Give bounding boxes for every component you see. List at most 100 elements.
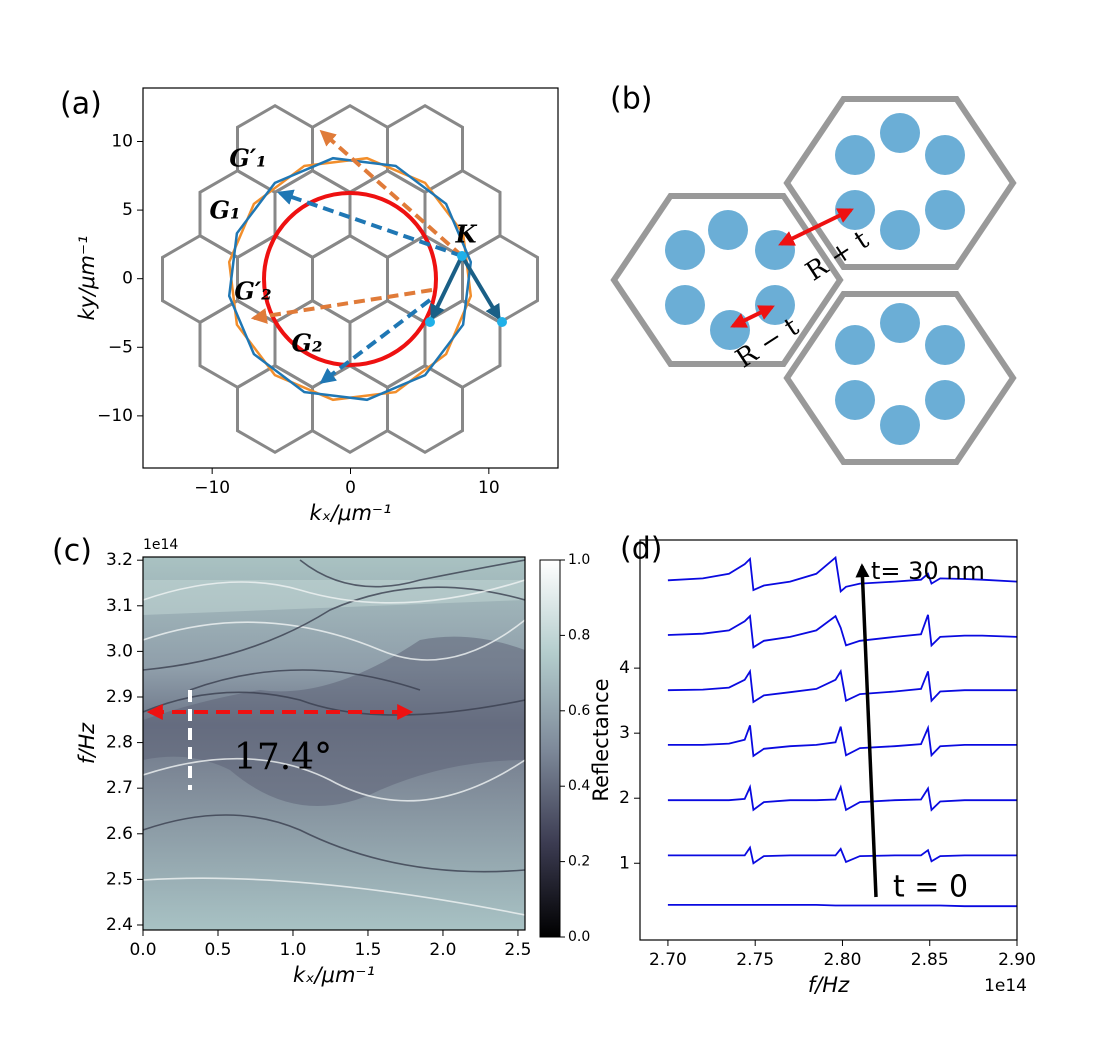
y-tick-label: 4 xyxy=(619,658,630,678)
arrow xyxy=(730,305,775,328)
hexagon xyxy=(311,233,389,325)
x-tick-label: 0.5 xyxy=(204,940,231,960)
offset-label: 1e14 xyxy=(143,537,178,553)
panel-label: (b) xyxy=(610,82,652,117)
y-tick-label: 1 xyxy=(619,853,630,873)
arrow xyxy=(430,255,464,321)
rod xyxy=(755,230,795,270)
x-tick-label: 0 xyxy=(345,478,356,498)
panel-label: (a) xyxy=(60,87,102,122)
band-curve xyxy=(143,877,525,916)
arrow xyxy=(460,254,501,321)
y-axis-label: Reflectance xyxy=(589,678,613,801)
shade xyxy=(143,636,525,806)
arrow xyxy=(319,129,464,258)
rod xyxy=(880,405,920,445)
circle xyxy=(262,191,438,367)
annotation: G′₁ xyxy=(229,144,266,173)
annotation: t = 0 xyxy=(893,870,968,905)
panel-label: (d) xyxy=(620,532,662,567)
series-line xyxy=(667,904,1017,908)
y-tick-label: 3.0 xyxy=(106,641,133,661)
band-curve xyxy=(143,757,525,802)
x-tick-label: −10 xyxy=(194,478,230,498)
series-line xyxy=(667,614,1018,649)
colorbar-tick-label: 0.0 xyxy=(568,929,590,945)
rod xyxy=(925,190,965,230)
x-axis-label: f/Hz xyxy=(808,973,850,997)
annotation: 17.4° xyxy=(234,737,332,778)
rod xyxy=(835,190,875,230)
arrow xyxy=(319,298,432,384)
y-axis-label: f/Hz xyxy=(75,722,99,764)
annotation: K xyxy=(455,220,478,249)
colorbar-tick-label: 0.6 xyxy=(568,703,590,719)
x-tick-label: 1.0 xyxy=(279,940,306,960)
x-axis-label: kₓ/μm⁻¹ xyxy=(293,963,375,987)
hexagon xyxy=(610,193,844,367)
x-tick-label: 10 xyxy=(478,478,500,498)
axes-frame xyxy=(142,87,559,469)
hexagon xyxy=(386,363,464,455)
hexagon xyxy=(311,103,389,195)
point xyxy=(457,251,467,261)
annotation: G′₂ xyxy=(234,277,271,306)
y-tick-label: 3 xyxy=(619,723,630,743)
x-tick-label: 1.5 xyxy=(354,940,381,960)
x-tick-label: 2.85 xyxy=(911,950,949,970)
arrow xyxy=(250,288,433,324)
hexagon xyxy=(783,291,1017,465)
hexagon xyxy=(236,363,314,455)
y-tick-label: 2.7 xyxy=(106,778,133,798)
x-tick-label: 2.75 xyxy=(736,950,774,970)
rod xyxy=(835,380,875,420)
band-curve xyxy=(189,669,421,691)
hexagon xyxy=(348,168,427,260)
offset-label: 1e14 xyxy=(984,976,1027,996)
band-curve xyxy=(143,691,525,716)
series-line xyxy=(667,668,1017,704)
x-axis-label: kₓ/μm⁻¹ xyxy=(310,501,392,525)
x-tick-label: 2.5 xyxy=(504,940,531,960)
y-tick-label: 2.8 xyxy=(106,733,133,753)
axes-frame xyxy=(142,556,526,931)
rod xyxy=(708,210,748,250)
y-tick-label: 5 xyxy=(122,200,133,220)
rod xyxy=(880,303,920,343)
arrow xyxy=(855,563,878,898)
lattice-diagram: R + tR − t xyxy=(610,96,1017,465)
y-tick-label: 2 xyxy=(619,788,630,808)
zone-outline xyxy=(227,156,473,402)
axes-frame xyxy=(639,539,1018,941)
hexagon xyxy=(273,168,352,260)
point xyxy=(497,317,507,327)
y-tick-label: 10 xyxy=(111,132,133,152)
band-curve xyxy=(143,619,525,661)
series-line xyxy=(667,784,1017,812)
hexagon xyxy=(386,103,464,195)
y-tick-label: 3.1 xyxy=(106,596,133,616)
y-tick-label: 3.2 xyxy=(106,550,133,570)
hexagon xyxy=(783,96,1017,270)
series-line xyxy=(667,724,1017,758)
colorbar xyxy=(539,559,561,938)
x-tick-label: 2.70 xyxy=(649,950,687,970)
y-tick-label: 0 xyxy=(122,269,133,289)
y-tick-label: 2.5 xyxy=(106,869,133,889)
arrow xyxy=(778,208,854,246)
annotation: t= 30 nm xyxy=(871,557,985,585)
series-line xyxy=(667,555,1018,594)
vector-diagram: G′₁ G₁ G′₂ G₂ K xyxy=(161,103,539,455)
y-tick-label: 2.6 xyxy=(106,824,133,844)
rod xyxy=(665,230,705,270)
colorbar-tick-label: 1.0 xyxy=(568,552,590,568)
y-tick-label: −5 xyxy=(108,337,133,357)
rod xyxy=(880,113,920,153)
zone-outline xyxy=(227,156,473,402)
band-curve xyxy=(143,579,525,604)
rod xyxy=(925,135,965,175)
y-tick-label: 2.4 xyxy=(106,915,133,935)
x-tick-label: 2.90 xyxy=(998,950,1036,970)
band-curve xyxy=(143,586,525,671)
